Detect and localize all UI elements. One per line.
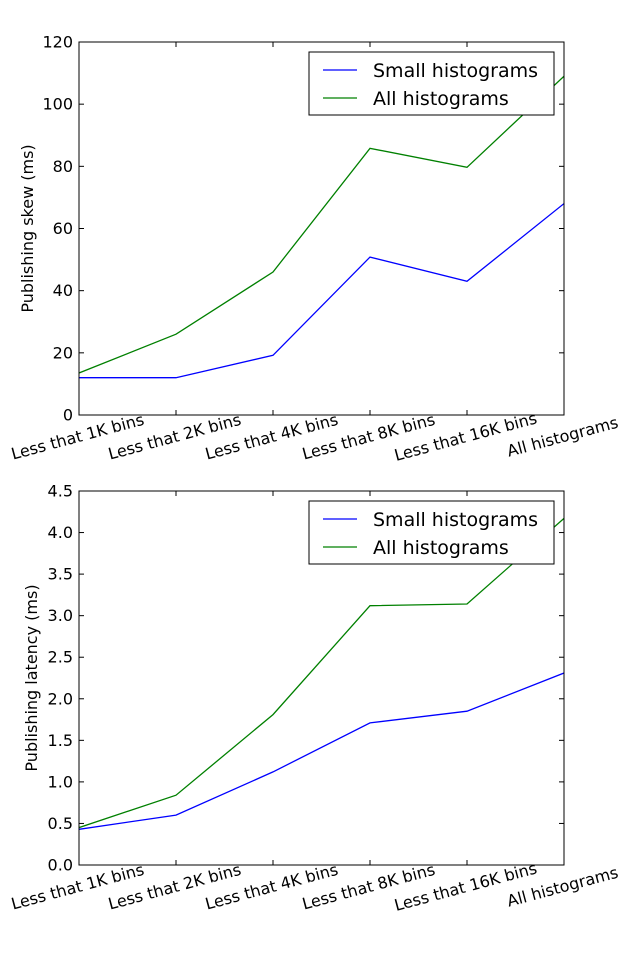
series-line-2 (79, 517, 564, 829)
y-axis-label: Publishing skew (ms) (18, 144, 37, 312)
y-tick-label: 2.5 (48, 648, 73, 667)
y-tick-label: 4.0 (48, 523, 73, 542)
series-line-1 (79, 672, 564, 830)
y-tick-label: 120 (42, 33, 73, 52)
y-tick-label: 100 (42, 95, 73, 114)
y-tick-label: 20 (53, 343, 73, 362)
legend-label: Small histograms (373, 509, 538, 531)
plot-frame (78, 490, 565, 866)
legend-box (308, 500, 555, 565)
series-group (79, 75, 564, 379)
y-tick-label: 40 (53, 281, 73, 300)
y-tick-label: 80 (53, 157, 73, 176)
legend-label: Small histograms (373, 60, 538, 82)
y-tick-label: 3.0 (48, 606, 73, 625)
y-tick-label: 0 (63, 406, 73, 425)
y-tick-label: 3.5 (48, 565, 73, 584)
legend: Small histograms All histograms (308, 500, 555, 565)
legend-label: All histograms (373, 537, 509, 559)
legend: Small histograms All histograms (308, 51, 555, 116)
y-tick-label: 4.5 (48, 482, 73, 501)
y-tick-label: 0.0 (48, 856, 73, 875)
y-tick-label: 1.0 (48, 772, 73, 791)
y-axis-label: Publishing latency (ms) (22, 584, 41, 771)
legend-box (308, 51, 555, 116)
y-tick-label: 2.0 (48, 689, 73, 708)
y-tick-label: 1.5 (48, 731, 73, 750)
series-line-1 (79, 203, 564, 379)
y-tick-label: 60 (53, 219, 73, 238)
legend-label: All histograms (373, 88, 509, 110)
series-line-2 (79, 75, 564, 374)
y-tick-label: 0.5 (48, 814, 73, 833)
series-group (79, 517, 564, 830)
